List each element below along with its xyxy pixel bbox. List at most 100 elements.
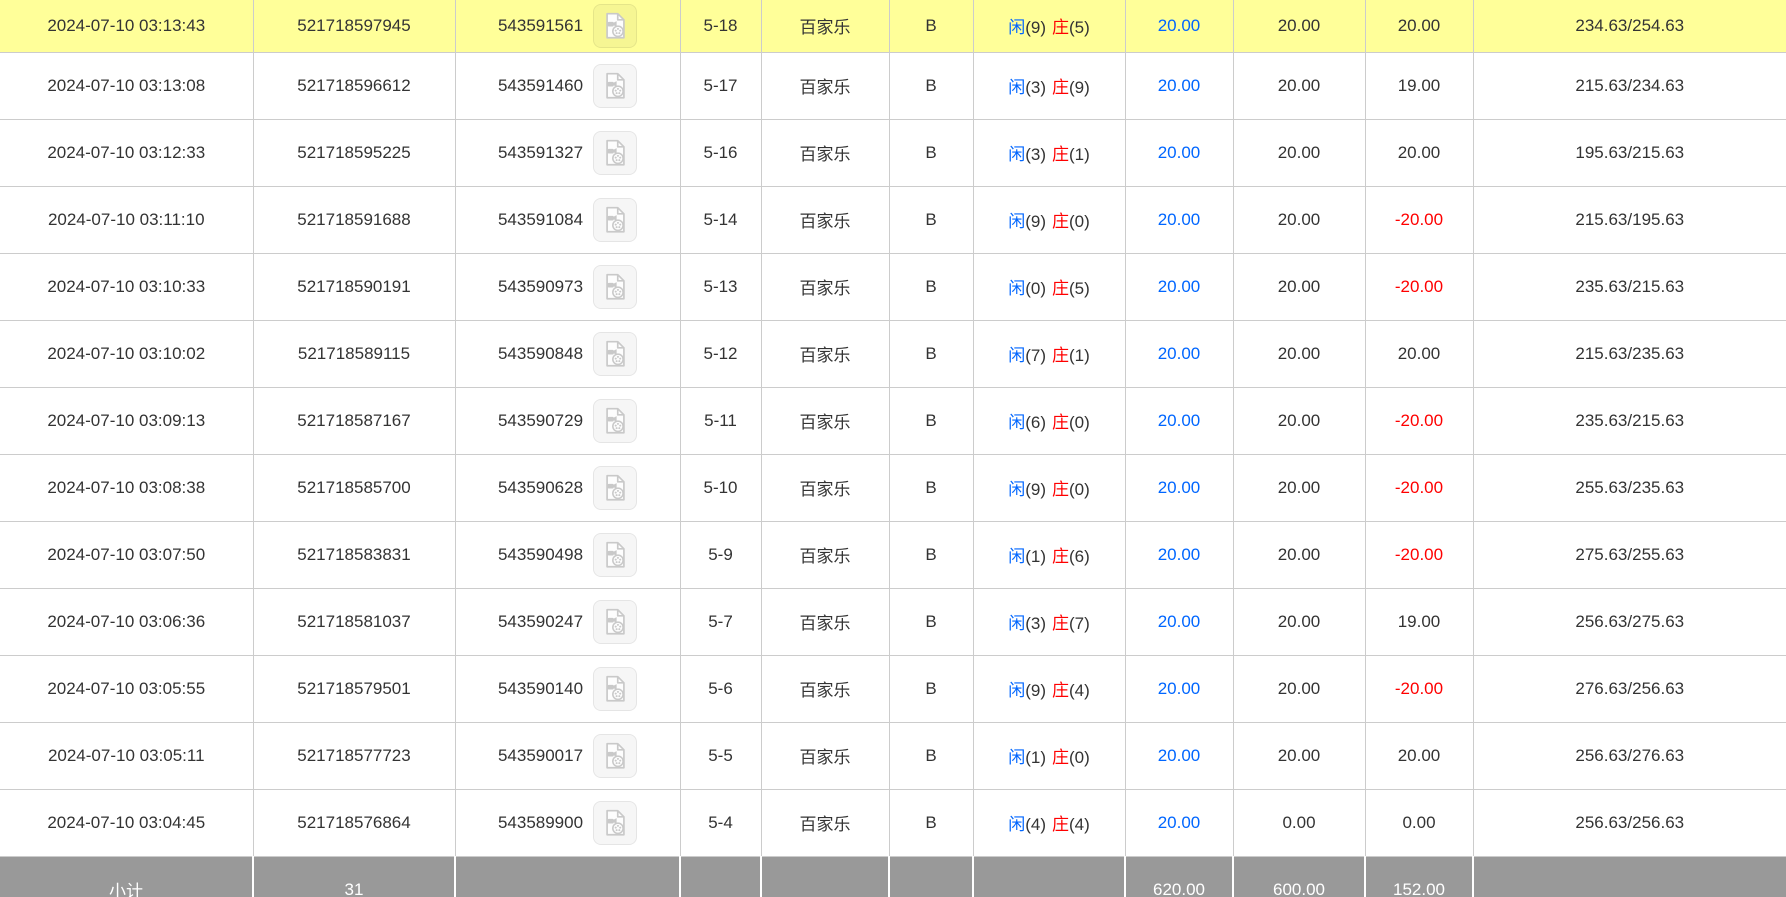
game-name-cell: 百家乐 bbox=[761, 521, 890, 589]
round-number-cell: 543590628 bbox=[455, 454, 681, 522]
game-name-cell: 百家乐 bbox=[761, 186, 890, 254]
valid-amount-cell: 0.00 bbox=[1233, 789, 1366, 857]
round-number-cell: 543591561 bbox=[455, 0, 681, 53]
player-label: 闲 bbox=[1008, 547, 1026, 566]
game-result-cell: 闲(3) 庄(7) bbox=[973, 588, 1126, 656]
video-replay-button[interactable] bbox=[593, 130, 638, 175]
table-row[interactable]: 2024-07-10 03:05:11 521718577723 5435900… bbox=[0, 722, 1786, 790]
banker-label: 庄 bbox=[1052, 413, 1069, 432]
balance-cell: 215.63/195.63 bbox=[1473, 186, 1786, 254]
video-replay-button[interactable] bbox=[593, 666, 638, 711]
game-result-cell: 闲(7) 庄(1) bbox=[973, 320, 1126, 388]
video-replay-button[interactable] bbox=[593, 197, 638, 242]
subtotal-valid-total: 600.00 bbox=[1233, 856, 1366, 897]
round-number: 543590498 bbox=[497, 544, 584, 564]
table-row[interactable]: 2024-07-10 03:05:55 521718579501 5435901… bbox=[0, 655, 1786, 723]
player-score: (3) bbox=[1025, 614, 1046, 633]
game-name-cell: 百家乐 bbox=[761, 0, 890, 53]
table-row[interactable]: 2024-07-10 03:12:33 521718595225 5435913… bbox=[0, 119, 1786, 187]
round-number: 543590848 bbox=[497, 343, 584, 363]
round-number: 543590247 bbox=[497, 611, 584, 631]
subtotal-label: 小计 bbox=[0, 856, 254, 897]
video-replay-button[interactable] bbox=[593, 3, 638, 48]
bet-time-cell: 2024-07-10 03:04:45 bbox=[0, 789, 254, 857]
desk-code-cell: B bbox=[889, 521, 974, 589]
banker-label: 庄 bbox=[1052, 346, 1069, 365]
table-row[interactable]: 2024-07-10 03:06:36 521718581037 5435902… bbox=[0, 588, 1786, 656]
win-loss-cell: 0.00 bbox=[1365, 789, 1474, 857]
subtotal-empty-cell bbox=[1473, 856, 1786, 897]
bet-time-cell: 2024-07-10 03:10:02 bbox=[0, 320, 254, 388]
table-row[interactable]: 2024-07-10 03:13:08 521718596612 5435914… bbox=[0, 52, 1786, 120]
balance-cell: 235.63/215.63 bbox=[1473, 387, 1786, 455]
balance-cell: 275.63/255.63 bbox=[1473, 521, 1786, 589]
round-number: 543590729 bbox=[497, 410, 584, 430]
video-replay-icon bbox=[602, 608, 629, 636]
subtotal-empty-cell bbox=[973, 856, 1126, 897]
video-replay-button[interactable] bbox=[593, 465, 638, 510]
video-replay-icon bbox=[602, 72, 629, 100]
video-replay-button[interactable] bbox=[593, 63, 638, 108]
game-result-cell: 闲(6) 庄(0) bbox=[973, 387, 1126, 455]
banker-score: (9) bbox=[1069, 78, 1090, 97]
round-number-cell: 543590017 bbox=[455, 722, 681, 790]
player-score: (9) bbox=[1025, 18, 1046, 38]
table-row[interactable]: 2024-07-10 03:13:43 521718597945 5435915… bbox=[0, 0, 1786, 53]
table-round-cell: 5-10 bbox=[680, 454, 762, 522]
player-label: 闲 bbox=[1008, 145, 1026, 164]
bet-time-cell: 2024-07-10 03:05:55 bbox=[0, 655, 254, 723]
banker-score: (4) bbox=[1069, 681, 1090, 700]
banker-score: (5) bbox=[1069, 279, 1090, 298]
valid-amount-cell: 20.00 bbox=[1233, 119, 1366, 187]
round-number: 543589900 bbox=[497, 812, 584, 832]
video-replay-icon bbox=[602, 809, 629, 837]
bet-time-cell: 2024-07-10 03:07:50 bbox=[0, 521, 254, 589]
bet-number-cell: 521718596612 bbox=[253, 52, 456, 120]
table-row[interactable]: 2024-07-10 03:07:50 521718583831 5435904… bbox=[0, 521, 1786, 589]
game-result-cell: 闲(0) 庄(5) bbox=[973, 253, 1126, 321]
bet-time-cell: 2024-07-10 03:06:36 bbox=[0, 588, 254, 656]
bet-amount-cell: 20.00 bbox=[1125, 320, 1234, 388]
table-row[interactable]: 2024-07-10 03:10:02 521718589115 5435908… bbox=[0, 320, 1786, 388]
desk-code-cell: B bbox=[889, 186, 974, 254]
balance-cell: 256.63/256.63 bbox=[1473, 789, 1786, 857]
player-label: 闲 bbox=[1008, 614, 1026, 633]
bet-number-cell: 521718590191 bbox=[253, 253, 456, 321]
win-loss-cell: 20.00 bbox=[1365, 722, 1474, 790]
table-row[interactable]: 2024-07-10 03:09:13 521718587167 5435907… bbox=[0, 387, 1786, 455]
win-loss-cell: 20.00 bbox=[1365, 119, 1474, 187]
player-label: 闲 bbox=[1008, 480, 1026, 499]
table-row[interactable]: 2024-07-10 03:04:45 521718576864 5435899… bbox=[0, 789, 1786, 857]
banker-label: 庄 bbox=[1052, 614, 1069, 633]
player-label: 闲 bbox=[1008, 815, 1026, 834]
desk-code-cell: B bbox=[889, 320, 974, 388]
table-row[interactable]: 2024-07-10 03:10:33 521718590191 5435909… bbox=[0, 253, 1786, 321]
video-replay-button[interactable] bbox=[593, 532, 638, 577]
banker-score: (0) bbox=[1069, 480, 1090, 499]
table-round-cell: 5-6 bbox=[680, 655, 762, 723]
player-score: (6) bbox=[1025, 413, 1046, 432]
player-label: 闲 bbox=[1008, 279, 1026, 298]
video-replay-button[interactable] bbox=[593, 398, 638, 443]
video-replay-button[interactable] bbox=[593, 733, 638, 778]
subtotal-bet-total: 620.00 bbox=[1125, 856, 1234, 897]
table-row[interactable]: 2024-07-10 03:11:10 521718591688 5435910… bbox=[0, 186, 1786, 254]
banker-label: 庄 bbox=[1052, 145, 1069, 164]
valid-amount-cell: 20.00 bbox=[1233, 454, 1366, 522]
video-replay-button[interactable] bbox=[593, 331, 638, 376]
video-replay-button[interactable] bbox=[593, 599, 638, 644]
player-score: (4) bbox=[1025, 815, 1046, 834]
video-replay-button[interactable] bbox=[593, 264, 638, 309]
banker-label: 庄 bbox=[1052, 480, 1069, 499]
bet-amount-cell: 20.00 bbox=[1125, 722, 1234, 790]
desk-code-cell: B bbox=[889, 789, 974, 857]
bet-amount-cell: 20.00 bbox=[1125, 0, 1234, 53]
video-replay-button[interactable] bbox=[593, 800, 638, 845]
subtotal-row: 小计 31 620.00 600.00 152.00 bbox=[0, 856, 1786, 897]
game-result-cell: 闲(3) 庄(9) bbox=[973, 52, 1126, 120]
win-loss-cell: -20.00 bbox=[1365, 521, 1474, 589]
round-number-cell: 543590140 bbox=[455, 655, 681, 723]
subtotal-count: 31 bbox=[253, 856, 456, 897]
table-row[interactable]: 2024-07-10 03:08:38 521718585700 5435906… bbox=[0, 454, 1786, 522]
